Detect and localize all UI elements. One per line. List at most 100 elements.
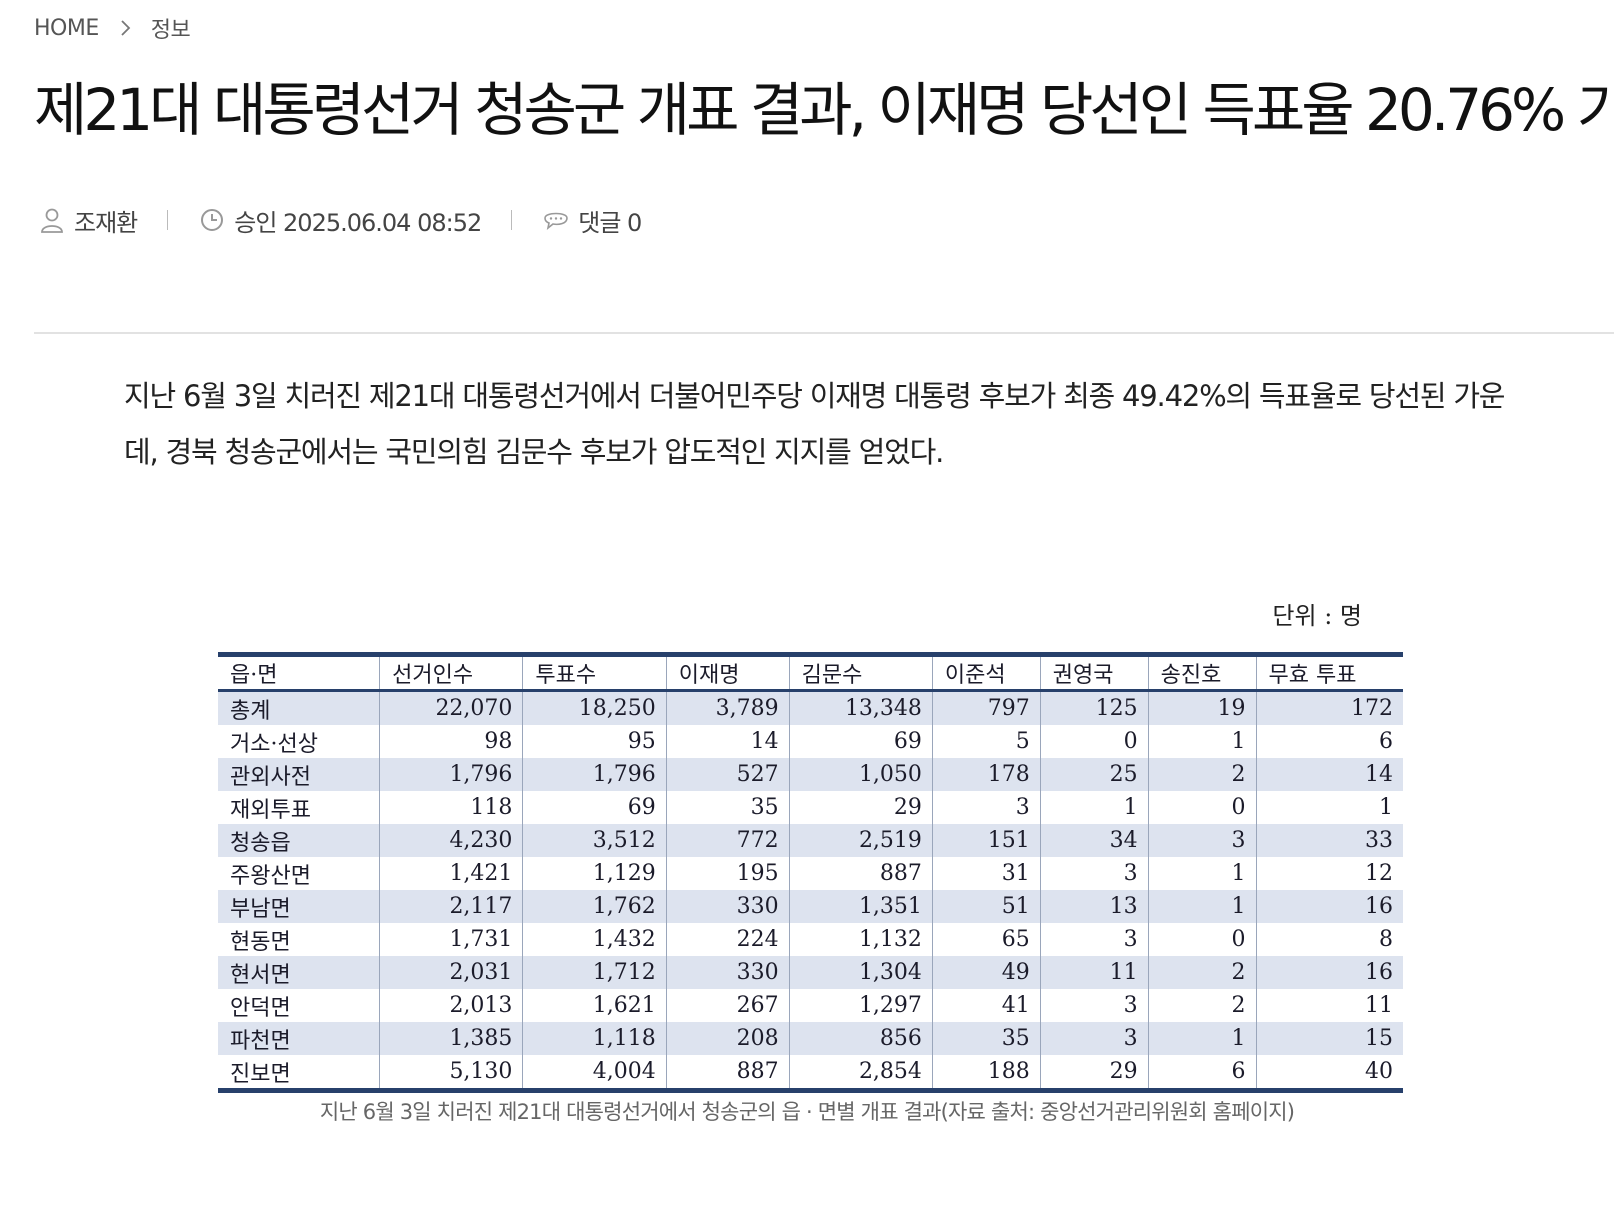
divider [34, 332, 1614, 334]
breadcrumb-section[interactable]: 정보 [150, 18, 191, 43]
table-row: 부남면 2,117 1,762 330 1,351 51 13 1 16 [218, 890, 1403, 923]
speech-bubble-icon [544, 212, 569, 230]
value-cell: 224 [665, 923, 790, 956]
value-cell: 330 [665, 890, 790, 923]
value-cell: 16 [1255, 890, 1403, 923]
table-row: 진보면 5,130 4,004 887 2,854 188 29 6 40 [218, 1055, 1403, 1091]
value-cell: 3 [1039, 1022, 1149, 1055]
value-cell: 856 [788, 1022, 933, 1055]
value-cell: 11 [1255, 989, 1403, 1022]
article-title: 제21대 대통령선거 청송군 개표 결과, 이재명 당선인 득표율 20.76%… [34, 76, 1614, 144]
value-cell: 267 [665, 989, 790, 1022]
value-cell: 3 [1147, 824, 1256, 857]
value-cell: 1,432 [522, 923, 667, 956]
value-cell: 0 [1147, 923, 1256, 956]
value-cell: 1 [1255, 791, 1403, 824]
region-cell: 거소·선상 [230, 731, 318, 757]
value-cell: 29 [1039, 1055, 1149, 1091]
region-cell: 현동면 [230, 929, 291, 955]
value-cell: 95 [522, 725, 667, 758]
value-cell: 1,762 [522, 890, 667, 923]
value-cell: 178 [931, 758, 1041, 791]
results-figure: 단위 : 명 읍·면 선거인수 투표수 이재명 김문수 이준석 권영국 송진호 … [190, 590, 1430, 1110]
value-cell: 1,421 [379, 857, 523, 890]
value-cell: 41 [931, 989, 1041, 1022]
value-cell: 188 [931, 1055, 1041, 1091]
column-header: 읍·면 [218, 654, 380, 692]
value-cell: 22,070 [379, 690, 523, 725]
meta-divider [511, 210, 513, 230]
value-cell: 3 [1039, 923, 1149, 956]
value-cell: 14 [1255, 758, 1403, 791]
value-cell: 0 [1147, 791, 1256, 824]
author-name: 조재환 [74, 208, 138, 237]
table-row: 현동면 1,731 1,432 224 1,132 65 3 0 8 [218, 923, 1403, 956]
value-cell: 65 [931, 923, 1041, 956]
value-cell: 3,512 [522, 824, 667, 857]
region-cell: 관외사전 [218, 758, 380, 791]
value-cell: 1,304 [788, 956, 933, 989]
value-cell: 1,712 [522, 956, 667, 989]
value-cell: 1,132 [788, 923, 933, 956]
value-cell: 330 [665, 956, 790, 989]
results-table: 읍·면 선거인수 투표수 이재명 김문수 이준석 권영국 송진호 무효 투표 총… [218, 652, 1403, 1093]
value-cell: 69 [522, 791, 667, 824]
value-cell: 13,348 [788, 690, 933, 725]
value-cell: 1,621 [522, 989, 667, 1022]
value-cell: 125 [1039, 690, 1149, 725]
value-cell: 527 [665, 758, 790, 791]
value-cell: 772 [665, 824, 790, 857]
value-cell: 172 [1255, 690, 1403, 725]
value-cell: 5,130 [379, 1055, 523, 1091]
value-cell: 6 [1255, 725, 1403, 758]
approved-time: 승인 2025.06.04 08:52 [198, 203, 482, 238]
value-cell: 1,297 [788, 989, 933, 1022]
table-row: 거소·선상 98 95 14 69 5 0 1 6 [218, 725, 1403, 758]
comments-link[interactable]: 댓글 0 [542, 203, 642, 238]
value-cell: 13 [1039, 890, 1149, 923]
region-cell: 현서면 [218, 956, 380, 989]
value-cell: 2,854 [788, 1055, 933, 1091]
value-cell: 1,385 [379, 1022, 523, 1055]
value-cell: 1,129 [522, 857, 667, 890]
value-cell: 1,796 [379, 758, 523, 791]
column-header: 송진호 [1147, 654, 1256, 692]
value-cell: 1,351 [788, 890, 933, 923]
table-row: 현서면 2,031 1,712 330 1,304 49 11 2 16 [218, 956, 1403, 989]
value-cell: 1 [1039, 791, 1149, 824]
table-row: 청송읍 4,230 3,512 772 2,519 151 34 3 33 [218, 824, 1403, 857]
value-cell: 1 [1147, 1022, 1256, 1055]
chevron-right-icon [121, 20, 131, 36]
breadcrumb-home[interactable]: HOME [34, 15, 99, 41]
value-cell: 18,250 [522, 690, 667, 725]
value-cell: 151 [931, 824, 1041, 857]
region-cell: 총계 [218, 690, 380, 725]
column-header: 김문수 [788, 654, 933, 692]
value-cell: 11 [1039, 956, 1149, 989]
value-cell: 31 [931, 857, 1041, 890]
value-cell: 3 [1039, 857, 1149, 890]
meta-divider [167, 210, 169, 230]
table-row: 주왕산면 1,421 1,129 195 887 31 3 1 12 [218, 857, 1403, 890]
author: 조재환 [38, 203, 138, 238]
column-header: 투표수 [522, 654, 667, 692]
article-body: 지난 6월 3일 치러진 제21대 대통령선거에서 더불어민주당 이재명 대통령… [124, 379, 1505, 469]
table-row: 관외사전 1,796 1,796 527 1,050 178 25 2 14 [218, 758, 1403, 791]
value-cell: 69 [788, 725, 933, 758]
value-cell: 118 [379, 791, 523, 824]
value-cell: 6 [1147, 1055, 1256, 1091]
value-cell: 2,031 [379, 956, 523, 989]
value-cell: 1,050 [788, 758, 933, 791]
value-cell: 4,004 [522, 1055, 667, 1091]
unit-label: 단위 : 명 [1272, 602, 1362, 630]
value-cell: 98 [379, 725, 523, 758]
results-table-body: 총계 22,070 18,250 3,789 13,348 797 125 19 172 거소·선… [218, 690, 1403, 1091]
value-cell: 887 [788, 857, 933, 890]
region-cell: 청송읍 [218, 824, 380, 857]
article-meta: 조재환 승인 2025.06.04 08:52 댓글 0 [38, 198, 642, 242]
column-header: 이준석 [931, 654, 1041, 692]
value-cell: 1,796 [522, 758, 667, 791]
value-cell: 8 [1255, 923, 1403, 956]
value-cell: 1,118 [522, 1022, 667, 1055]
value-cell: 2,519 [788, 824, 933, 857]
